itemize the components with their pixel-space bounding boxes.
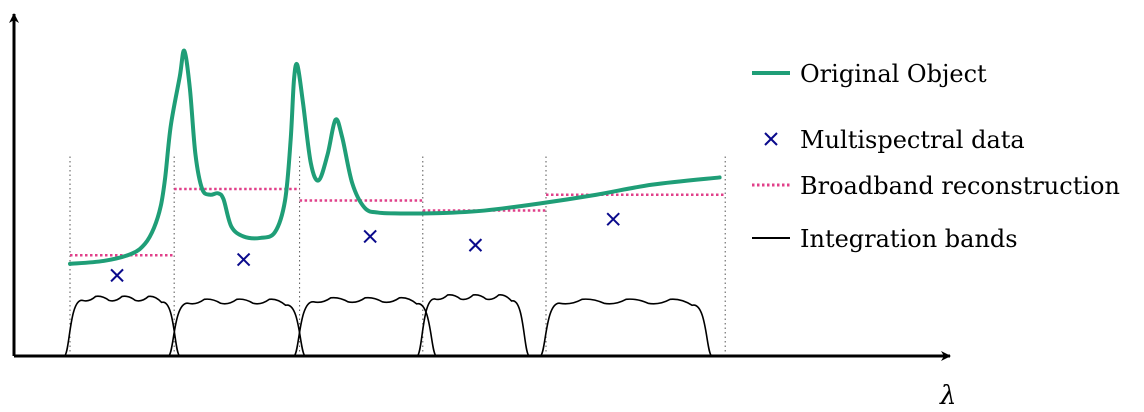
multispectral-point — [110, 268, 124, 283]
original-object-line — [68, 48, 722, 266]
legend-data-swatch — [764, 132, 778, 146]
original-object-curve — [68, 48, 722, 266]
integration-band — [63, 295, 181, 357]
multispectral-point — [363, 229, 377, 244]
axes: λ — [9, 13, 956, 411]
integration-bands — [63, 294, 713, 357]
multispectral-point — [236, 252, 251, 267]
legend-broadband-label: Broadband reconstruction — [800, 172, 1120, 200]
multispectral-point — [468, 238, 483, 252]
broadband-reconstruction — [70, 187, 726, 257]
integration-band — [539, 298, 713, 357]
legend: Original Object Multispectral data Broad… — [752, 60, 1120, 253]
multispectral-point — [606, 212, 620, 226]
legend-original-label: Original Object — [800, 60, 987, 88]
integration-band — [416, 294, 531, 357]
x-axis-label: λ — [939, 381, 956, 411]
integration-band — [167, 298, 307, 357]
integration-band — [292, 296, 438, 357]
guide-lines — [69, 154, 726, 356]
legend-bands-label: Integration bands — [800, 225, 1018, 253]
legend-data-label: Multispectral data — [800, 126, 1025, 154]
multispectral-points — [110, 212, 620, 283]
